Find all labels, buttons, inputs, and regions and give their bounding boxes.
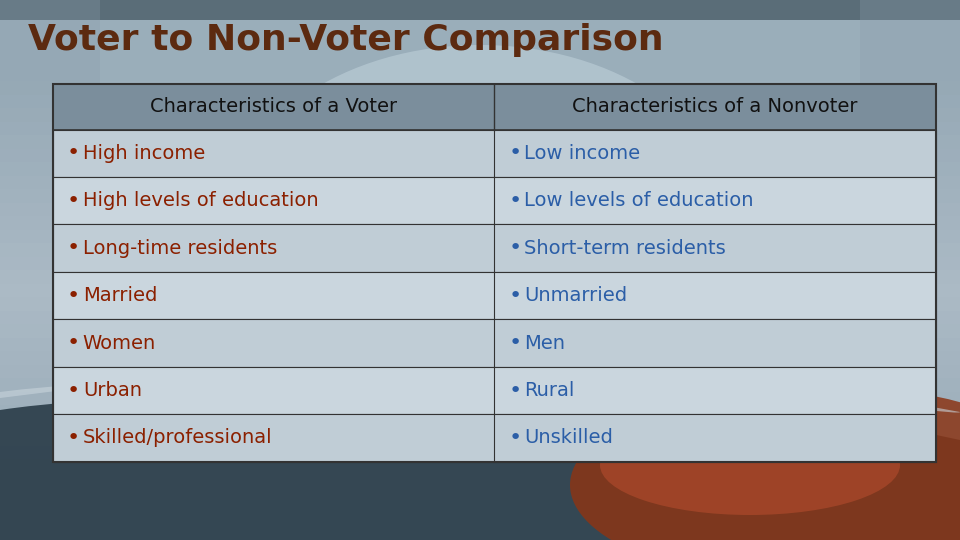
Bar [0,404,960,418]
Bar [0,431,960,445]
Text: Urban: Urban [83,381,142,400]
Bar [0,417,960,432]
PathPatch shape [0,385,960,540]
Bar [0,269,960,284]
Bar [0,134,960,148]
Text: Men: Men [524,334,565,353]
Bar [53,84,936,130]
Text: •: • [509,191,521,211]
Bar [53,367,936,414]
Bar [0,255,960,270]
Text: •: • [67,428,80,448]
Text: Low levels of education: Low levels of education [524,191,754,210]
Bar [0,53,960,68]
PathPatch shape [0,368,960,413]
Bar [53,414,936,462]
Bar [0,228,960,243]
Bar [0,485,960,500]
Bar [0,525,960,540]
Bar [0,39,960,54]
Bar [0,188,960,202]
Text: •: • [67,333,80,353]
Text: •: • [67,191,80,211]
Bar [0,107,960,122]
Text: High income: High income [83,144,205,163]
Ellipse shape [600,415,900,515]
Bar [0,201,960,216]
Bar [0,12,960,27]
Ellipse shape [570,385,960,540]
Bar [0,93,960,108]
Bar [0,147,960,162]
Bar [0,26,960,40]
Bar [0,215,960,230]
Text: Voter to Non-Voter Comparison: Voter to Non-Voter Comparison [28,23,663,57]
Bar [0,242,960,256]
Bar [53,130,936,177]
Bar [0,512,960,526]
Bar [0,336,960,351]
Bar [0,458,960,472]
Bar [0,80,960,94]
Text: Unskilled: Unskilled [524,428,613,448]
Bar [0,323,960,338]
Bar [0,350,960,364]
Bar [53,177,936,225]
Bar [53,84,936,462]
Bar [0,498,960,513]
Bar [53,319,936,367]
Text: •: • [509,143,521,163]
Bar [0,0,960,20]
Bar [0,363,960,378]
Bar [0,309,960,324]
Text: Unmarried: Unmarried [524,286,628,305]
Text: •: • [67,381,80,401]
Bar [0,161,960,176]
Text: Skilled/professional: Skilled/professional [83,428,273,448]
Text: Low income: Low income [524,144,640,163]
Text: •: • [509,286,521,306]
Bar [0,471,960,486]
Text: Long-time residents: Long-time residents [83,239,277,258]
Text: •: • [509,428,521,448]
Bar [0,390,960,405]
Bar [0,0,100,540]
Bar [53,225,936,272]
Text: Characteristics of a Voter: Characteristics of a Voter [150,97,397,116]
Text: Married: Married [83,286,157,305]
Text: Short-term residents: Short-term residents [524,239,726,258]
Bar [0,296,960,310]
Bar [0,377,960,392]
Text: Rural: Rural [524,381,575,400]
Text: •: • [67,286,80,306]
Bar [53,272,936,319]
Bar [0,174,960,189]
Bar [0,0,960,14]
Bar [0,444,960,459]
Text: •: • [509,238,521,258]
Text: •: • [67,238,80,258]
Text: Characteristics of a Nonvoter: Characteristics of a Nonvoter [572,97,858,116]
Bar [0,66,960,81]
Bar [0,120,960,135]
Text: Women: Women [83,334,156,353]
Text: •: • [509,333,521,353]
Text: High levels of education: High levels of education [83,191,319,210]
Bar [860,0,960,540]
Text: •: • [509,381,521,401]
Text: •: • [67,143,80,163]
Ellipse shape [230,45,730,395]
Bar [0,282,960,297]
